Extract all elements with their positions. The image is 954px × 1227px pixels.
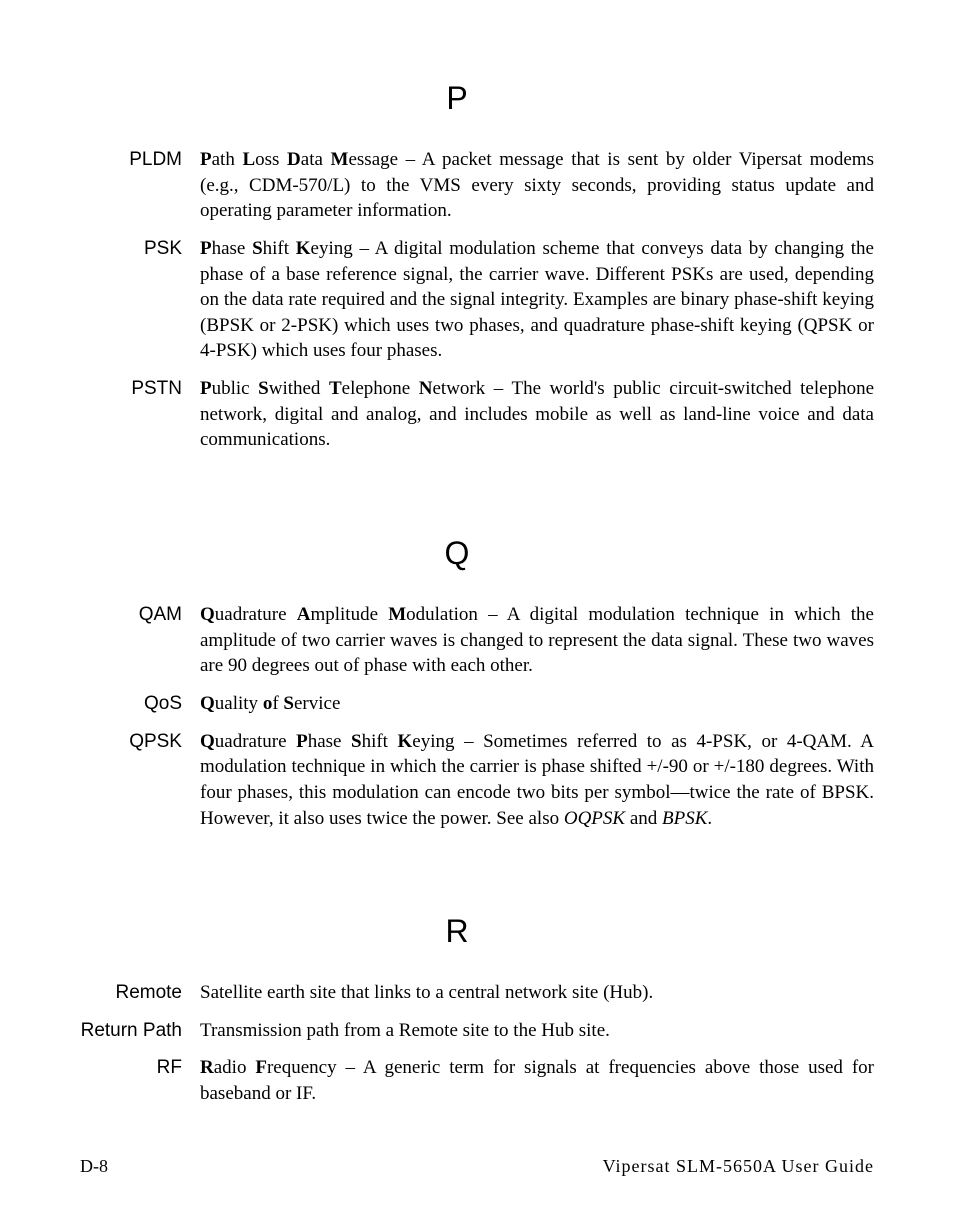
glossary-definition: Quadrature Amplitude Modulation – A digi… <box>200 602 874 679</box>
glossary-entry: RemoteSatellite earth site that links to… <box>40 980 874 1006</box>
glossary-term: QoS <box>40 691 200 717</box>
glossary-entry: PLDMPath Loss Data Message – A packet me… <box>40 147 874 224</box>
glossary-term: QPSK <box>40 729 200 832</box>
glossary-entry: Return PathTransmission path from a Remo… <box>40 1018 874 1044</box>
section-header-q: Q <box>40 535 874 572</box>
glossary-definition: Public Swithed Telephone Network – The w… <box>200 376 874 453</box>
section-header-r: R <box>40 913 874 950</box>
section-header-p: P <box>40 80 874 117</box>
glossary-entry: PSTNPublic Swithed Telephone Network – T… <box>40 376 874 453</box>
glossary-term: QAM <box>40 602 200 679</box>
glossary-term: Return Path <box>40 1018 200 1044</box>
glossary-term: RF <box>40 1055 200 1106</box>
glossary-definition: Transmission path from a Remote site to … <box>200 1018 874 1044</box>
glossary-entry: QAMQuadrature Amplitude Modulation – A d… <box>40 602 874 679</box>
glossary-definition: Quadrature Phase Shift Keying – Sometime… <box>200 729 874 832</box>
glossary-term: PLDM <box>40 147 200 224</box>
glossary-term: PSK <box>40 236 200 364</box>
glossary-definition: Quality of Service <box>200 691 874 717</box>
glossary-entry: PSKPhase Shift Keying – A digital modula… <box>40 236 874 364</box>
glossary-definition: Radio Frequency – A generic term for sig… <box>200 1055 874 1106</box>
glossary-definition: Satellite earth site that links to a cen… <box>200 980 874 1006</box>
footer-page-number: D-8 <box>80 1156 108 1177</box>
glossary-entry: QoSQuality of Service <box>40 691 874 717</box>
glossary-definition: Path Loss Data Message – A packet messag… <box>200 147 874 224</box>
glossary-term: PSTN <box>40 376 200 453</box>
glossary-entry: RFRadio Frequency – A generic term for s… <box>40 1055 874 1106</box>
footer-document-title: Vipersat SLM-5650A User Guide <box>603 1156 874 1177</box>
glossary-entry: QPSKQuadrature Phase Shift Keying – Some… <box>40 729 874 832</box>
page-footer: D-8 Vipersat SLM-5650A User Guide <box>80 1156 874 1177</box>
glossary-definition: Phase Shift Keying – A digital modulatio… <box>200 236 874 364</box>
glossary-term: Remote <box>40 980 200 1006</box>
